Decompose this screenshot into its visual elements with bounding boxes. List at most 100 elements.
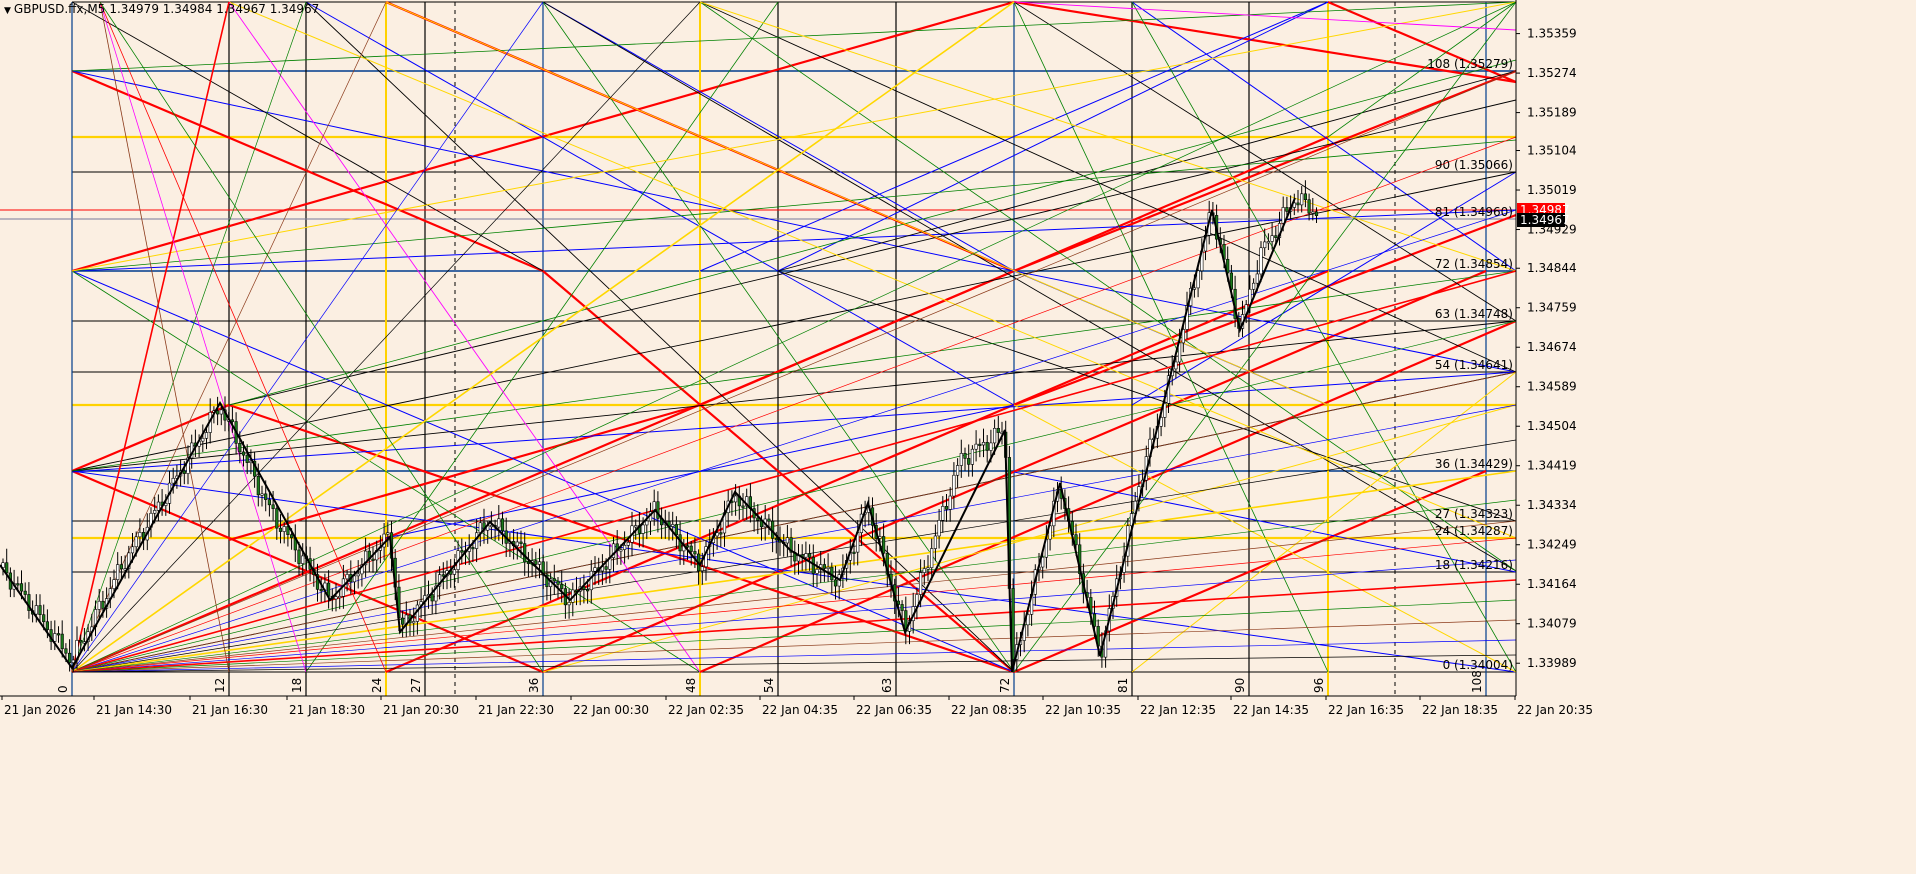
candle: [789, 528, 793, 566]
candle: [585, 579, 590, 604]
gann-fan-ray: [71, 1, 701, 673]
gann-fans: [71, 0, 1517, 674]
gann-fan-ray: [71, 579, 1517, 673]
gann-count-label: 108: [1470, 670, 1484, 693]
candle: [671, 511, 675, 541]
candle: [1259, 241, 1263, 283]
time-tick-label: 22 Jan 20:35: [1517, 703, 1593, 717]
gann-fan-ray: [71, 209, 1517, 673]
candle: [345, 569, 349, 592]
candle: [963, 447, 967, 471]
gann-red-line: [1013, 0, 1517, 84]
price-tick-label: 1.34249: [1527, 538, 1577, 552]
candle: [1011, 578, 1015, 672]
svg-text:1.34967: 1.34967: [1520, 213, 1570, 227]
candle: [833, 565, 838, 600]
candle: [301, 543, 305, 576]
candle: [400, 610, 405, 638]
time-tick-label: 22 Jan 16:35: [1328, 703, 1404, 717]
candle: [1263, 228, 1267, 256]
gann-fan-ray: [99, 1, 387, 673]
candle: [1311, 197, 1315, 221]
collapse-triangle-icon[interactable]: ▼: [4, 6, 11, 16]
candle: [1181, 324, 1185, 353]
gann-fan-ray: [99, 1, 307, 673]
candle: [941, 496, 945, 533]
gann-black-line: [71, 171, 1517, 472]
gann-blue-line: [699, 1, 1329, 272]
candle: [981, 428, 986, 458]
candle: [500, 511, 505, 545]
gann-yellow-line: [71, 1, 1517, 272]
candle: [567, 588, 571, 619]
gann-count-label: 18: [290, 678, 304, 693]
candle: [1307, 193, 1311, 221]
gann-level-label: 27 (1.34323): [1435, 507, 1513, 521]
gann-fan-ray: [71, 499, 1517, 673]
time-tick-label: 22 Jan 14:35: [1233, 703, 1309, 717]
gann-red-line: [1013, 213, 1517, 407]
zigzag-line: [0, 197, 1296, 673]
candle: [489, 511, 494, 540]
candle: [138, 518, 142, 547]
gann-count-label: 90: [1233, 678, 1247, 693]
candle: [804, 541, 808, 571]
gann-blue-line: [1131, 171, 1517, 406]
gann-fan-ray: [71, 599, 1517, 673]
candle: [930, 538, 934, 581]
price-tick-label: 1.34759: [1527, 301, 1577, 315]
candle: [1300, 186, 1304, 213]
gann-magenta-line: [1013, 1, 1517, 31]
gann-black-line: [71, 1, 544, 272]
gann-fan-ray: [71, 654, 1517, 673]
candle: [282, 521, 286, 544]
candle: [985, 435, 989, 463]
candle: [1174, 357, 1178, 379]
gann-count-label: 63: [880, 678, 894, 693]
gann-level-label: 72 (1.34854): [1435, 257, 1513, 271]
gann-count-label: 72: [998, 678, 1012, 693]
candle: [119, 556, 123, 579]
gann-fan-ray: [71, 520, 1517, 673]
gann-green-line: [228, 59, 1517, 406]
time-tick-label: 21 Jan 14:30: [96, 703, 172, 717]
candle: [733, 484, 738, 516]
gann-fan-ray: [71, 537, 1517, 673]
candle: [959, 439, 963, 478]
gann-count-label: 12: [213, 678, 227, 693]
candle: [937, 509, 941, 549]
candle: [807, 544, 812, 571]
gann-blue-line: [1013, 471, 1517, 573]
candle: [534, 551, 538, 579]
gann-blue-line: [71, 371, 1517, 473]
candle: [978, 438, 982, 458]
gann-red-line: [228, 403, 701, 542]
gann-blue-line: [71, 209, 1517, 272]
candle: [412, 607, 416, 637]
time-tick-label: 21 Jan 20:30: [383, 703, 459, 717]
gann-yellow-line: [385, 1, 1329, 406]
gann-level-label: 24 (1.34287): [1435, 524, 1513, 538]
candle: [275, 503, 279, 540]
gann-black-line: [1013, 1, 1517, 322]
candle: [271, 490, 275, 521]
candle: [371, 546, 375, 573]
candle: [23, 582, 27, 603]
candle: [278, 514, 283, 544]
price-tick-label: 1.34589: [1527, 380, 1577, 394]
open-value: 1.34979: [109, 2, 159, 16]
gann-green-line: [71, 139, 1517, 272]
candle: [785, 524, 789, 557]
gann-red-line: [1013, 469, 1487, 674]
time-tick-label: 22 Jan 04:35: [762, 703, 838, 717]
high-value: 1.34984: [162, 2, 213, 16]
gann-green-line: [699, 1, 1517, 572]
candle: [127, 545, 131, 579]
candle: [1266, 233, 1270, 251]
gann-fan-ray: [71, 1, 230, 673]
gann-blue-line: [1131, 1, 1517, 272]
gann-level-label: 18 (1.34216): [1435, 558, 1513, 572]
gann-green-line: [71, 270, 1517, 472]
